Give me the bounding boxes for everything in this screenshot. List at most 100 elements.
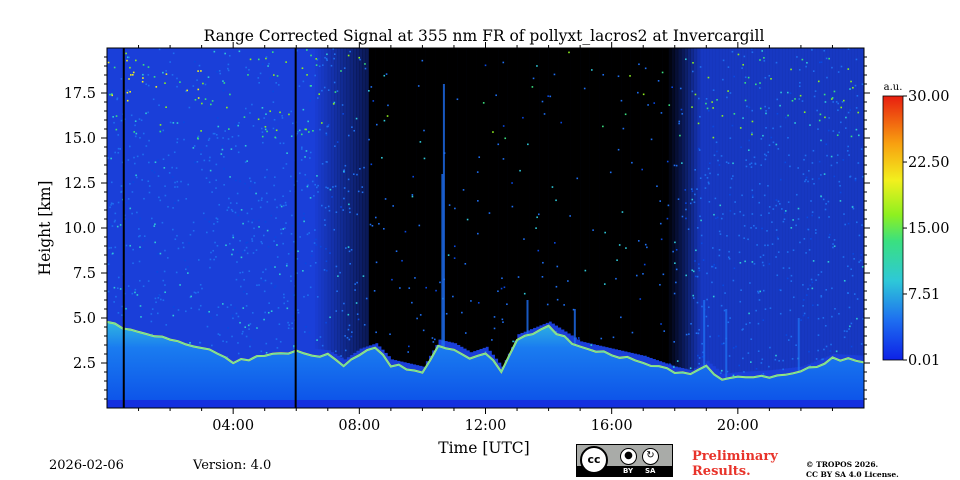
preliminary-line-2: Results. — [692, 464, 751, 479]
noise-column — [696, 48, 701, 367]
signal-pixel — [740, 146, 742, 149]
signal-pixel — [176, 77, 178, 80]
signal-pixel — [265, 56, 268, 58]
signal-pixel — [311, 180, 314, 183]
signal-pixel — [254, 327, 257, 330]
signal-pixel — [286, 307, 289, 310]
signal-pixel — [374, 216, 377, 219]
signal-pixel — [687, 228, 690, 231]
signal-pixel — [182, 242, 184, 244]
signal-pixel — [325, 57, 328, 60]
signal-pixel — [176, 141, 179, 144]
y-tick-label: 10.0 — [64, 221, 96, 237]
signal-pixel — [751, 48, 753, 51]
colorbar-tick-label: 7.51 — [908, 287, 940, 303]
signal-pixel — [201, 287, 203, 290]
signal-pixel — [391, 278, 393, 281]
signal-pixel — [764, 158, 767, 161]
signal-pixel — [148, 139, 150, 142]
signal-pixel — [567, 280, 569, 282]
signal-pixel — [313, 242, 316, 244]
cloud-streak — [441, 174, 444, 363]
signal-pixel — [709, 172, 711, 175]
signal-pixel — [347, 178, 350, 181]
signal-pixel — [282, 204, 285, 207]
signal-pixel — [712, 295, 715, 298]
signal-pixel — [602, 73, 605, 76]
signal-pixel — [569, 215, 571, 217]
signal-pixel — [796, 56, 798, 58]
signal-pixel — [713, 264, 716, 266]
signal-pixel — [830, 343, 832, 346]
signal-pixel — [157, 312, 159, 315]
signal-pixel — [755, 227, 757, 229]
signal-pixel — [502, 321, 504, 323]
signal-pixel — [180, 180, 182, 183]
signal-pixel — [546, 303, 549, 306]
signal-pixel — [858, 261, 860, 263]
signal-pixel — [237, 151, 240, 154]
signal-pixel — [698, 357, 701, 359]
signal-pixel — [234, 179, 237, 182]
signal-pixel — [691, 106, 693, 108]
signal-pixel — [751, 120, 754, 123]
signal-pixel — [812, 304, 814, 307]
signal-pixel — [267, 245, 270, 248]
signal-pixel — [762, 319, 765, 322]
signal-pixel — [734, 201, 736, 203]
signal-pixel — [744, 99, 747, 102]
signal-pixel — [314, 229, 316, 231]
signal-pixel — [759, 82, 761, 84]
signal-pixel — [213, 258, 215, 261]
signal-pixel — [162, 158, 165, 161]
signal-pixel — [364, 63, 366, 65]
signal-pixel — [721, 343, 723, 345]
signal-pixel — [128, 56, 130, 59]
signal-pixel — [368, 89, 370, 92]
noise-column — [699, 48, 704, 365]
signal-pixel — [203, 79, 205, 81]
signal-pixel — [776, 98, 779, 101]
signal-pixel — [301, 67, 304, 70]
signal-pixel — [212, 132, 215, 135]
signal-pixel — [411, 301, 413, 304]
noise-column — [504, 48, 508, 361]
signal-pixel — [833, 90, 836, 93]
signal-pixel — [563, 304, 565, 306]
signal-pixel — [737, 53, 740, 56]
signal-pixel — [778, 203, 781, 205]
signal-pixel — [370, 86, 373, 88]
signal-pixel — [282, 242, 284, 245]
signal-pixel — [192, 147, 195, 149]
signal-pixel — [749, 282, 751, 284]
signal-pixel — [751, 213, 754, 215]
signal-pixel — [674, 241, 676, 244]
noise-column — [763, 48, 767, 371]
signal-pixel — [768, 212, 770, 214]
signal-pixel — [806, 61, 808, 64]
signal-pixel — [113, 121, 115, 124]
signal-pixel — [347, 328, 350, 331]
signal-pixel — [285, 264, 288, 267]
cloud-streak — [526, 300, 529, 345]
signal-pixel — [855, 128, 858, 131]
signal-pixel — [713, 213, 715, 216]
signal-pixel — [296, 257, 299, 260]
signal-pixel — [511, 205, 514, 208]
signal-pixel — [211, 344, 213, 347]
signal-pixel — [194, 292, 197, 294]
signal-pixel — [260, 350, 263, 353]
signal-pixel — [167, 154, 170, 157]
preliminary-results-note: Preliminary Results. — [692, 449, 778, 479]
noise-column — [807, 48, 811, 365]
colorbar-tick-label: 22.50 — [908, 155, 950, 171]
signal-pixel — [638, 63, 640, 66]
signal-pixel — [286, 152, 288, 154]
signal-pixel — [716, 216, 719, 219]
signal-pixel — [802, 173, 805, 175]
signal-pixel — [127, 89, 129, 92]
signal-pixel — [153, 171, 156, 174]
signal-pixel — [297, 311, 300, 314]
signal-pixel — [238, 50, 241, 53]
